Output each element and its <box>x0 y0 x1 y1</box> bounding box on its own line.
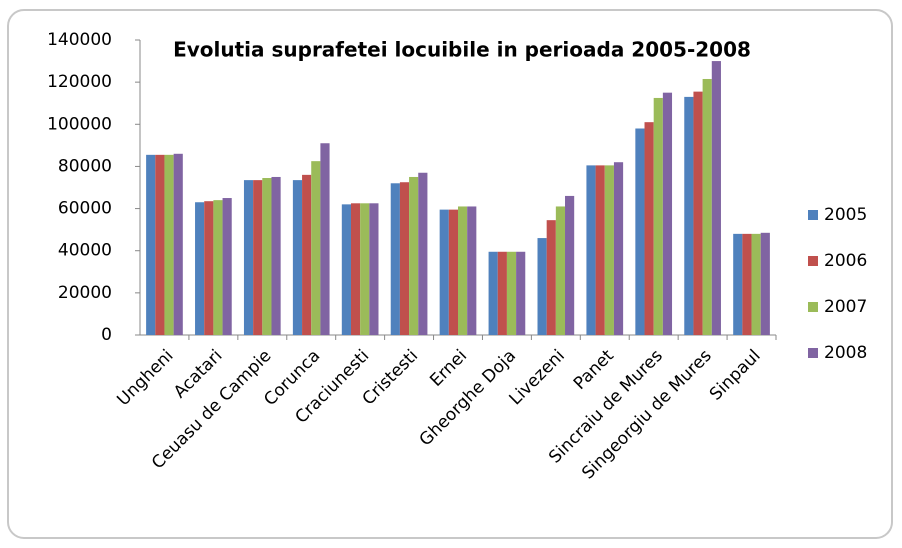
bar <box>595 165 605 335</box>
y-tick-label: 140000 <box>47 30 112 50</box>
bar <box>604 165 614 335</box>
bar <box>350 203 361 335</box>
bar <box>458 206 468 335</box>
bar <box>586 165 596 335</box>
bar <box>684 96 694 336</box>
bar <box>662 92 673 335</box>
bar <box>751 233 761 335</box>
bar <box>497 251 507 335</box>
bar <box>409 176 419 335</box>
legend-swatch <box>808 302 818 312</box>
bar <box>302 174 312 335</box>
bar <box>271 176 281 335</box>
bar <box>488 251 498 335</box>
bar <box>262 178 272 335</box>
bar <box>516 251 526 335</box>
bar <box>399 182 410 335</box>
bar <box>448 209 458 335</box>
bar <box>613 162 624 335</box>
y-tick-label: 80000 <box>58 156 112 176</box>
legend-swatch <box>808 256 818 266</box>
bar <box>195 202 205 335</box>
bar <box>693 91 703 335</box>
bar <box>173 153 183 335</box>
bar <box>292 180 303 335</box>
bar <box>711 61 721 335</box>
legend-label: 2006 <box>824 251 867 271</box>
bar <box>644 122 654 335</box>
bar <box>155 154 165 335</box>
bar <box>546 220 556 335</box>
bar <box>390 183 400 335</box>
legend-label: 2008 <box>824 343 867 363</box>
bar <box>243 180 254 335</box>
bar <box>164 154 174 335</box>
bar <box>506 251 517 335</box>
bar <box>320 143 330 335</box>
bar <box>733 233 743 335</box>
legend-label: 2005 <box>824 205 867 225</box>
bar <box>146 154 156 335</box>
bar <box>467 206 477 335</box>
bar <box>439 209 449 335</box>
y-tick-label: 100000 <box>47 114 112 134</box>
bar <box>555 206 566 335</box>
bar <box>222 198 232 335</box>
bar <box>311 161 321 335</box>
y-tick-label: 0 <box>101 325 112 345</box>
y-tick-label: 120000 <box>47 72 112 92</box>
bar <box>204 201 214 335</box>
legend-label: 2007 <box>824 297 867 317</box>
bar <box>760 232 770 335</box>
bar <box>635 128 645 335</box>
bar <box>565 195 575 335</box>
y-tick-label: 60000 <box>58 199 112 219</box>
bar <box>253 180 263 335</box>
y-tick-label: 40000 <box>58 241 112 261</box>
bar <box>213 200 223 335</box>
bar <box>742 233 752 335</box>
legend-swatch <box>808 348 818 358</box>
bar <box>369 203 379 335</box>
bar <box>360 203 370 335</box>
bar <box>537 238 547 335</box>
bar <box>653 97 663 335</box>
chart-title: Evolutia suprafetei locuibile in perioad… <box>173 38 751 62</box>
bar <box>418 172 428 335</box>
y-tick-label: 20000 <box>58 283 112 303</box>
bar <box>702 78 712 335</box>
bar <box>341 204 351 335</box>
legend-swatch <box>808 210 818 220</box>
